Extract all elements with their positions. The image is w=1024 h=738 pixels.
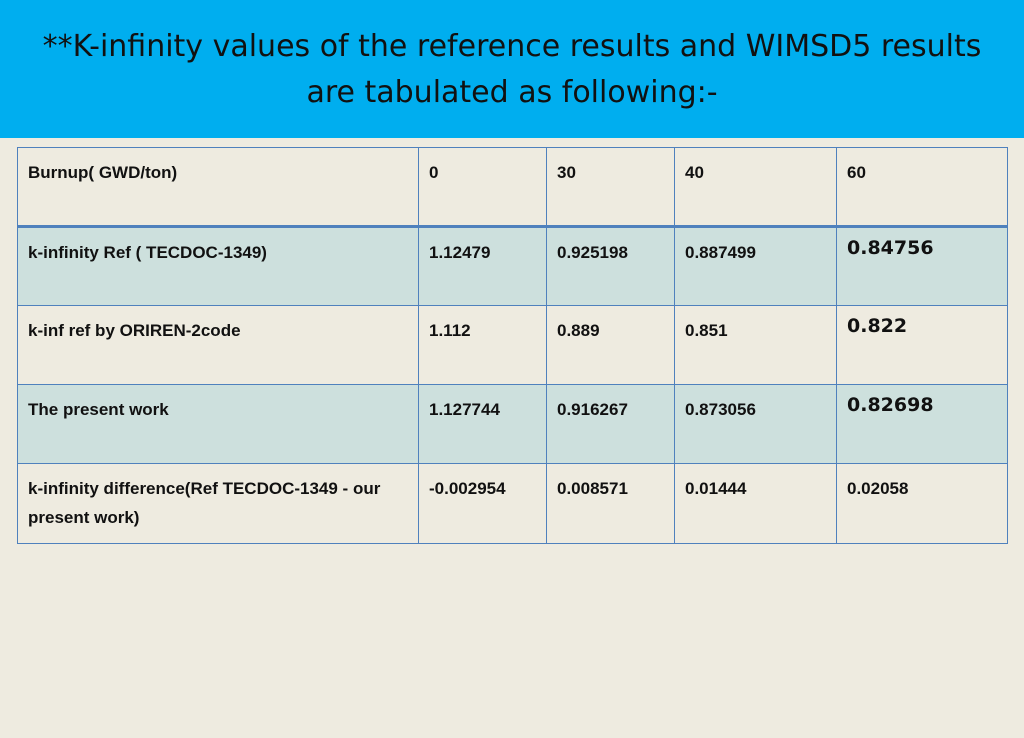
row-label-ref-tecdoc: k-infinity Ref ( TECDOC-1349) xyxy=(17,226,419,306)
table-row: k-infinity difference(Ref TECDOC-1349 - … xyxy=(17,463,1008,544)
table-row: The present work 1.127744 0.916267 0.873… xyxy=(17,384,1008,464)
row-label-difference: k-infinity difference(Ref TECDOC-1349 - … xyxy=(17,463,419,544)
table-row: k-inf ref by ORIREN-2code 1.112 0.889 0.… xyxy=(17,305,1008,385)
table-cell: 0.851 xyxy=(674,305,837,385)
title-bar: **K-infinity values of the reference res… xyxy=(0,0,1024,138)
table-cell: 1.127744 xyxy=(418,384,547,464)
table-cell: -0.002954 xyxy=(418,463,547,544)
header-burnup-0: 0 xyxy=(418,147,547,228)
row-label-present-work: The present work xyxy=(17,384,419,464)
table-cell: 0.889 xyxy=(546,305,675,385)
table-header-row: Burnup( GWD/ton) 0 30 40 60 xyxy=(17,147,1008,228)
table-cell: 1.112 xyxy=(418,305,547,385)
table-cell: 1.12479 xyxy=(418,226,547,306)
header-burnup-60: 60 xyxy=(836,147,1008,228)
header-burnup-label: Burnup( GWD/ton) xyxy=(17,147,419,228)
table-cell: 0.873056 xyxy=(674,384,837,464)
k-infinity-table: Burnup( GWD/ton) 0 30 40 60 k-infinity R… xyxy=(17,147,1008,544)
row-label-oriren: k-inf ref by ORIREN-2code xyxy=(17,305,419,385)
table-cell: 0.822 xyxy=(836,305,1008,385)
table-cell: 0.887499 xyxy=(674,226,837,306)
table-cell: 0.02058 xyxy=(836,463,1008,544)
header-burnup-40: 40 xyxy=(674,147,837,228)
table-row: k-infinity Ref ( TECDOC-1349) 1.12479 0.… xyxy=(17,226,1008,306)
table-cell: 0.008571 xyxy=(546,463,675,544)
table-cell: 0.916267 xyxy=(546,384,675,464)
table-cell: 0.84756 xyxy=(836,226,1008,306)
header-burnup-30: 30 xyxy=(546,147,675,228)
table-cell: 0.01444 xyxy=(674,463,837,544)
table-cell: 0.925198 xyxy=(546,226,675,306)
slide-title: **K-infinity values of the reference res… xyxy=(42,29,982,110)
table-cell: 0.82698 xyxy=(836,384,1008,464)
